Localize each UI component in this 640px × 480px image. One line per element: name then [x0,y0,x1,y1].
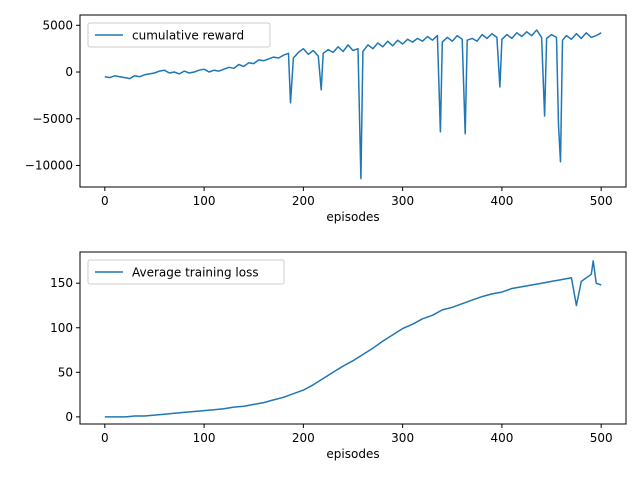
legend-label: Average training loss [132,266,259,280]
x-axis-label: episodes [326,447,379,461]
x-tick-label: 500 [590,194,613,208]
x-tick-label: 300 [391,194,414,208]
y-tick-label: 100 [50,321,73,335]
axes-frame [79,251,627,425]
x-tick-label: 200 [292,431,315,445]
x-tick-label: 0 [101,194,109,208]
y-tick-label: 50 [58,365,73,379]
subplot-1: 0 100 200 300 400 500 −10000 −5000 0 5000 episodes… [25,14,627,224]
x-tick-label: 400 [490,194,513,208]
x-tick-label: 100 [193,431,216,445]
y-tick-label: 5000 [42,18,73,32]
legend: cumulative reward [87,22,271,48]
axes-frame [79,14,627,188]
legend: Average training loss [87,259,285,285]
x-tick-label: 300 [391,431,414,445]
y-tick-label: 0 [65,410,73,424]
series-line-1-1 [104,29,602,180]
y-tick-label: −10000 [25,159,73,173]
x-tick-label: 200 [292,194,315,208]
legend-label: cumulative reward [132,29,244,43]
subplot-2: 0 100 200 300 400 500 0 50 100 150 episodes Average… [50,251,627,461]
x-tick-label: 400 [490,431,513,445]
y-tick-label: −5000 [32,112,73,126]
legend-box [87,22,271,48]
x-tick-label: 500 [590,431,613,445]
y-tick-label: 0 [65,65,73,79]
legend-box [87,259,285,285]
x-tick-label: 0 [101,431,109,445]
y-tick-label: 150 [50,276,73,290]
x-axis-label: episodes [326,210,379,224]
series-line-2-1 [104,260,602,418]
x-tick-label: 100 [193,194,216,208]
